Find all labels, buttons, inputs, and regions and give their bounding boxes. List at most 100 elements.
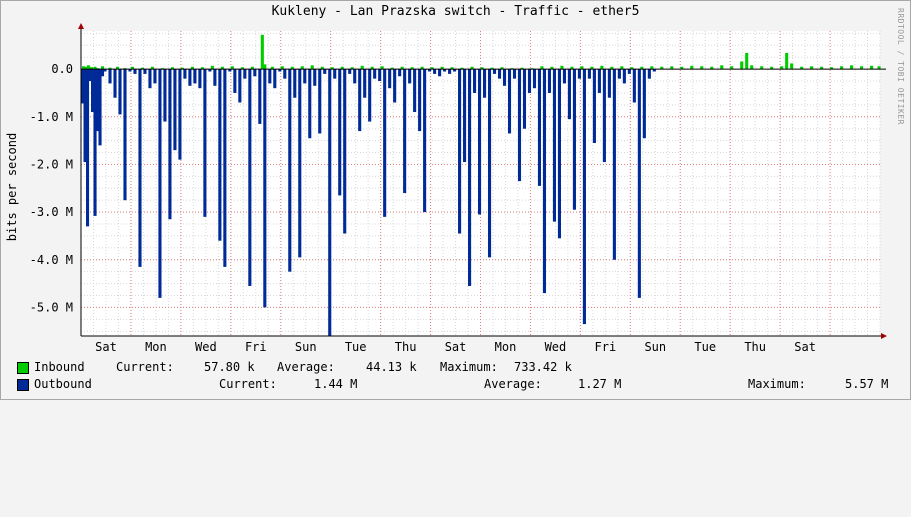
inbound-bar	[86, 65, 91, 70]
outbound-bar	[368, 69, 372, 122]
inbound-bar	[310, 65, 314, 70]
inbound-bar	[745, 52, 749, 70]
inbound-bar	[83, 66, 88, 70]
inbound-bar	[520, 67, 524, 70]
inbound-bar	[210, 65, 214, 70]
inbound-bar	[330, 67, 334, 70]
inbound-bar	[460, 67, 464, 70]
inbound-bar	[115, 66, 120, 70]
outbound-bar	[557, 69, 561, 239]
x-tick-label: Tue	[345, 340, 367, 354]
outbound-bar	[83, 69, 87, 163]
inbound-bar	[630, 67, 634, 70]
inbound-bar	[180, 67, 184, 70]
outbound-current-value: 1.44 M	[314, 377, 358, 391]
outbound-bar	[95, 69, 100, 132]
outbound-bar	[577, 69, 581, 79]
outbound-bar	[378, 69, 382, 82]
inbound-bar	[240, 67, 244, 70]
outbound-bar	[248, 69, 252, 286]
inbound-name: Inbound	[34, 360, 85, 374]
chart-canvas: 0.0 -1.0 M -2.0 M -3.0 M -4.0 M -5.0 M Sat Mon W…	[30, 23, 887, 354]
inbound-bar	[840, 66, 844, 70]
outbound-bar	[617, 69, 621, 79]
x-tick-label: Sun	[295, 340, 317, 354]
outbound-bar	[627, 69, 631, 74]
inbound-bar	[470, 66, 474, 70]
outbound-bar	[303, 69, 307, 84]
inbound-bar	[680, 66, 684, 70]
outbound-bar	[85, 69, 90, 227]
outbound-bar	[88, 69, 92, 82]
outbound-bar	[463, 69, 467, 163]
outbound-bar	[178, 69, 182, 160]
outbound-bar	[243, 69, 247, 79]
inbound-average-value: 44.13 k	[366, 360, 417, 374]
outbound-bar	[288, 69, 292, 272]
inbound-bar	[410, 67, 414, 70]
inbound-bar	[300, 66, 304, 70]
inbound-bar	[760, 66, 764, 70]
outbound-bar	[458, 69, 462, 234]
x-tick-label: Sat	[95, 340, 117, 354]
outbound-bar	[278, 69, 282, 72]
inbound-bar	[280, 66, 284, 70]
inbound-bar	[250, 66, 254, 70]
series-outbound	[81, 69, 656, 336]
outbound-bar	[642, 69, 646, 139]
x-tick-label: Thu	[744, 340, 766, 354]
inbound-bar	[870, 65, 874, 70]
inbound-bar	[130, 66, 135, 70]
inbound-bar	[150, 66, 155, 70]
outbound-bar	[433, 69, 437, 74]
outbound-bar	[148, 69, 152, 89]
outbound-bar	[383, 69, 387, 217]
outbound-bar	[423, 69, 427, 213]
outbound-bar	[213, 69, 217, 86]
inbound-bar	[790, 63, 794, 70]
x-tick-label: Tue	[694, 340, 716, 354]
x-tick-label: Thu	[395, 340, 417, 354]
x-tick-label: Mon	[495, 340, 517, 354]
outbound-bar	[188, 69, 192, 86]
outbound-bar	[268, 69, 272, 84]
outbound-bar	[198, 69, 202, 89]
outbound-bar	[123, 69, 127, 201]
outbound-bar	[448, 69, 452, 74]
outbound-bar	[98, 69, 102, 146]
y-tick-label: -4.0 M	[30, 253, 73, 267]
inbound-bar	[480, 67, 484, 70]
inbound-bar	[420, 66, 424, 70]
inbound-swatch	[17, 362, 29, 374]
outbound-bar	[547, 69, 552, 93]
inbound-bar	[108, 67, 112, 70]
inbound-bar	[830, 67, 834, 70]
inbound-bar	[700, 66, 704, 70]
outbound-bar	[193, 69, 197, 84]
chart-title: Kukleny - Lan Prazska switch - Traffic -…	[271, 4, 640, 19]
outbound-bar	[343, 69, 347, 234]
inbound-bar	[450, 67, 454, 70]
inbound-bar	[850, 65, 854, 70]
outbound-bar	[168, 69, 172, 220]
inbound-bar	[170, 67, 174, 70]
inbound-average-label: Average:	[277, 360, 335, 374]
x-axis-arrow	[881, 333, 887, 339]
outbound-bar	[158, 69, 162, 298]
x-tick-label: Sat	[794, 340, 816, 354]
y-tick-label: 0.0	[51, 62, 73, 76]
inbound-bar	[200, 67, 204, 70]
inbound-bar	[780, 66, 784, 70]
outbound-bar	[512, 69, 517, 79]
outbound-bar	[592, 69, 596, 143]
inbound-bar	[340, 66, 344, 70]
outbound-bar	[81, 69, 85, 104]
outbound-bar	[318, 69, 322, 134]
inbound-bar	[430, 67, 434, 70]
outbound-bar	[298, 69, 302, 258]
outbound-average-label: Average:	[484, 377, 542, 391]
outbound-bar	[482, 69, 487, 98]
outbound-bar	[418, 69, 422, 132]
inbound-bar	[230, 66, 234, 70]
outbound-maximum-label: Maximum:	[748, 377, 806, 391]
